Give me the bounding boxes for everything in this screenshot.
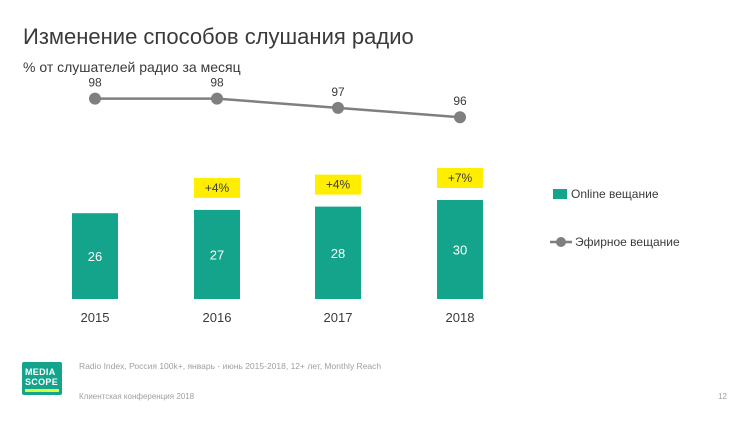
line-point-2016: [211, 92, 223, 105]
line-value-label: 98: [210, 76, 224, 90]
mediascope-logo: MEDIA SCOPE: [22, 362, 62, 395]
x-tick-label: 2018: [446, 310, 475, 325]
line-point-2015: [89, 92, 101, 105]
footer-text: Клиентская конференция 2018: [79, 392, 195, 401]
logo-accent-bar: [25, 389, 59, 392]
x-tick-label: 2015: [81, 310, 110, 325]
x-tick-label: 2017: [324, 310, 353, 325]
growth-badge: [315, 174, 361, 195]
bar-online-2018: [437, 200, 483, 299]
bar-online-2016: [194, 209, 240, 299]
source-note: Radio Index, Россия 100k+, январь - июнь…: [79, 361, 382, 371]
chart-title: Изменение способов слушания радио: [23, 24, 414, 49]
logo-text-line1: MEDIA: [25, 367, 56, 377]
legend-label-online: Online вещание: [571, 187, 659, 201]
logo-text-line2: SCOPE: [25, 377, 59, 387]
line-value-label: 97: [331, 85, 345, 99]
legend-label-broadcast: Эфирное вещание: [575, 235, 680, 249]
page-number: 12: [718, 392, 727, 401]
bar-value-label: 27: [210, 247, 224, 262]
line-value-label: 98: [88, 76, 102, 90]
x-tick-label: 2016: [203, 310, 232, 325]
legend-swatch-online: [553, 189, 567, 199]
line-point-2018: [454, 111, 466, 124]
line-broadcast: [95, 97, 461, 119]
line-point-2017: [332, 101, 344, 114]
bar-online-2015: [72, 213, 118, 299]
growth-badge-label: +7%: [448, 171, 473, 185]
growth-badge: [194, 177, 240, 198]
growth-badge-label: +4%: [326, 178, 351, 192]
chart-subtitle: % от слушателей радио за месяц: [23, 59, 241, 75]
growth-badge-label: +4%: [205, 181, 230, 195]
bar-value-label: 30: [453, 243, 467, 258]
legend-marker-broadcast: [556, 237, 566, 247]
growth-badge: [437, 168, 483, 188]
bar-online-2017: [315, 206, 361, 299]
line-value-label: 96: [453, 94, 467, 108]
bar-value-label: 28: [331, 246, 345, 261]
bar-value-label: 26: [88, 249, 102, 264]
